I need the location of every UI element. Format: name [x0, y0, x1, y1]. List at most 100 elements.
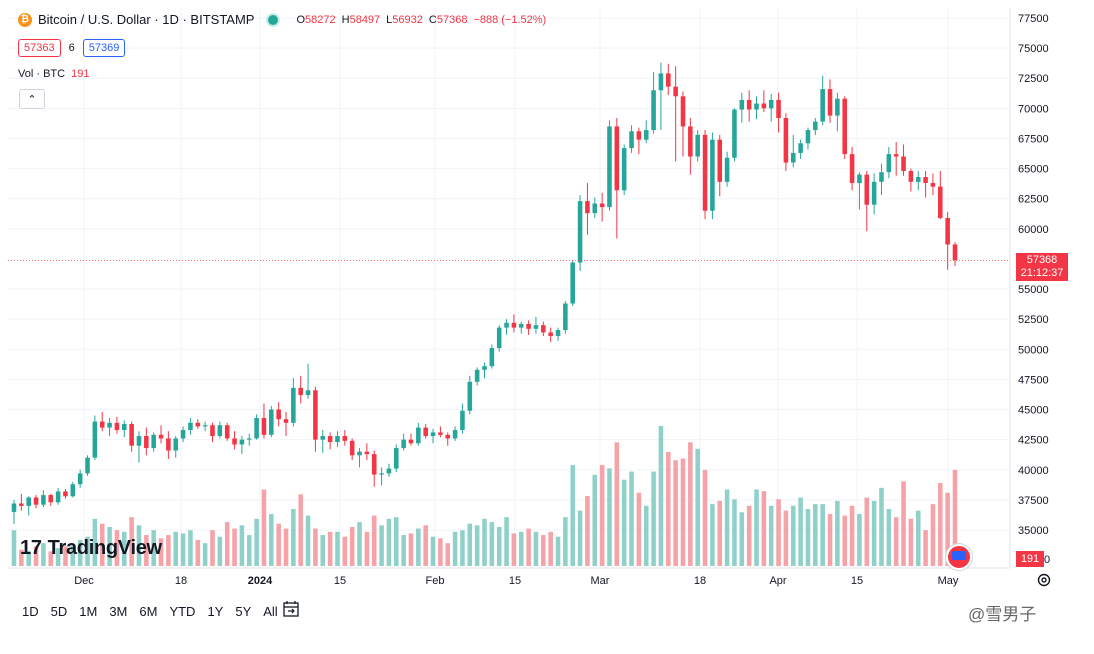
volume-bar — [224, 522, 230, 566]
candle-body — [77, 473, 83, 485]
candle-body — [474, 369, 480, 382]
candle-body — [180, 430, 186, 439]
volume-bar — [695, 448, 700, 566]
candle-body — [232, 438, 237, 445]
candle-body — [246, 438, 252, 440]
range-6m-button[interactable]: 6M — [139, 604, 158, 619]
volume-bar — [813, 504, 818, 566]
volume-bar — [717, 500, 723, 566]
candle-body — [188, 422, 193, 431]
candle-body — [129, 423, 134, 446]
candle-body — [195, 422, 201, 427]
volume-bar — [945, 492, 950, 566]
volume-legend[interactable]: Vol · BTC 191 — [18, 68, 89, 80]
candle-body — [342, 436, 348, 441]
volume-bar — [173, 531, 179, 566]
y-tick-label: 52500 — [1018, 314, 1049, 326]
candle-body — [710, 139, 715, 211]
volume-bar — [908, 518, 914, 566]
tradingview-logo[interactable]: 17 TradingView — [20, 537, 162, 560]
range-1y-button[interactable]: 1Y — [207, 604, 224, 619]
sell-button[interactable]: 57363 — [18, 39, 61, 57]
candle-body — [592, 203, 598, 214]
candle-body — [460, 410, 465, 431]
volume-bar — [938, 482, 943, 566]
y-tick-label: 35000 — [1018, 525, 1049, 537]
high-value: 58497 — [349, 13, 381, 26]
candle-body — [401, 439, 406, 449]
volume-bar — [467, 523, 473, 566]
candle-body — [320, 436, 326, 440]
y-tick-label: 72500 — [1018, 73, 1049, 85]
candle-body — [857, 174, 862, 184]
candle-body — [577, 201, 583, 263]
tradingview-mark-icon: 17 — [20, 537, 42, 559]
candle-body — [291, 387, 296, 423]
y-tick-label: 60000 — [1018, 224, 1049, 236]
symbol-title[interactable]: Bitcoin / U.S. Dollar · 1D · BITSTAMP — [38, 12, 255, 27]
candle-body — [430, 432, 436, 437]
range-all-button[interactable]: All — [263, 604, 278, 619]
volume-bar — [842, 515, 848, 566]
candle-body — [283, 419, 289, 423]
volume-bar — [724, 489, 730, 566]
candle-body — [33, 497, 39, 505]
volume-bar — [335, 531, 340, 566]
candle-body — [651, 90, 656, 131]
volume-bar — [85, 536, 90, 566]
bitcoin-logo-icon: ₿ — [18, 12, 32, 27]
volume-bar — [577, 510, 583, 566]
volume-bar — [283, 528, 289, 566]
candle-body — [813, 121, 818, 131]
candle-body — [893, 154, 899, 157]
volume-bar — [746, 505, 752, 566]
volume-bar — [629, 471, 634, 566]
range-5d-button[interactable]: 5D — [50, 604, 68, 619]
candle-body — [504, 322, 509, 328]
volume-bar — [217, 536, 223, 566]
volume-bar — [92, 518, 98, 566]
candle-body — [496, 327, 502, 349]
volume-bar — [643, 505, 649, 566]
candle-body — [607, 126, 612, 208]
range-5y-button[interactable]: 5Y — [235, 604, 252, 619]
us-flag-icon[interactable] — [946, 544, 972, 570]
collapse-legend-button[interactable]: ⌃ — [19, 89, 45, 109]
volume-bar — [548, 531, 553, 566]
gear-icon[interactable] — [1036, 572, 1052, 592]
buy-button[interactable]: 57369 — [82, 39, 126, 57]
volume-bar — [151, 530, 156, 566]
volume-legend-label: Vol · BTC — [18, 68, 66, 80]
candle-body — [643, 130, 649, 140]
volume-bar — [607, 468, 612, 566]
range-ytd-button[interactable]: YTD — [169, 604, 196, 619]
symbol-header[interactable]: ₿ Bitcoin / U.S. Dollar · 1D · BITSTAMP … — [18, 12, 546, 27]
volume-bar — [254, 518, 259, 566]
volume-bar — [871, 500, 877, 566]
candle-body — [666, 73, 671, 87]
volume-bar — [893, 517, 899, 566]
candle-body — [364, 451, 370, 455]
candle-body — [548, 332, 553, 337]
candle-body — [305, 390, 311, 396]
volume-bar — [327, 531, 333, 566]
open-value: 58272 — [305, 13, 336, 26]
volume-bar — [41, 543, 46, 566]
volume-bar — [166, 535, 171, 566]
candle-body — [871, 181, 877, 205]
market-status-icon[interactable] — [268, 14, 279, 25]
candle-body — [254, 417, 259, 439]
candle-body — [739, 99, 745, 110]
candle-body — [511, 322, 517, 328]
volume-bar — [357, 522, 362, 566]
range-1m-button[interactable]: 1M — [79, 604, 98, 619]
candle-body — [570, 262, 575, 304]
go-to-date-icon[interactable] — [282, 600, 300, 623]
candle-body — [48, 495, 54, 503]
volume-bar — [379, 525, 384, 566]
candle-body — [394, 448, 399, 469]
range-3m-button[interactable]: 3M — [109, 604, 128, 619]
range-1d-button[interactable]: 1D — [22, 604, 39, 619]
